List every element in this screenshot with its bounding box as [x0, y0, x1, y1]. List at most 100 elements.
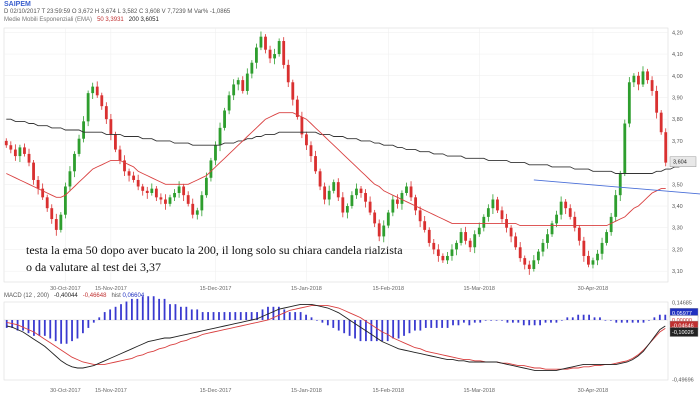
macd-hist-bar	[33, 320, 35, 336]
macd-hist-bar	[381, 320, 384, 342]
candle-body	[414, 197, 417, 211]
macd-hist-bar	[190, 309, 193, 320]
macd-label: MACD	[4, 293, 22, 299]
macd-hist-bar	[664, 314, 667, 320]
candle-body	[400, 192, 404, 204]
macd-hist-bar	[337, 320, 340, 331]
candle-body	[605, 232, 609, 243]
macd-x-tick: 30-Oct-2017	[50, 388, 81, 394]
price-y-tick: 3,20	[672, 247, 683, 253]
macd-hist-bar	[174, 304, 177, 320]
candle-body	[659, 112, 663, 133]
candle-body	[32, 162, 35, 180]
macd-hist-bar	[522, 320, 525, 326]
candle-body	[491, 199, 495, 209]
macd-hist-bar	[544, 320, 547, 323]
macd-params: (12 , 200)	[23, 293, 50, 299]
macd-hist-bar	[125, 301, 128, 320]
candle-body	[164, 199, 167, 204]
macd-hist-bar	[131, 298, 133, 320]
candle-body	[118, 149, 122, 161]
candle-body	[655, 90, 659, 113]
macd-hist-bar	[158, 298, 161, 320]
macd-hist-bar	[152, 296, 155, 320]
macd-hist-bar	[60, 320, 63, 344]
macd-hist-bar	[332, 320, 335, 328]
macd-hist-bar	[566, 317, 569, 320]
ema200-value: 3,6051	[140, 17, 159, 23]
candle-body	[227, 95, 231, 111]
candle-body	[341, 197, 345, 213]
candle-body	[154, 188, 158, 198]
macd-hist-bar	[299, 312, 302, 320]
macd-hist-bar	[441, 320, 444, 328]
macd-x-tick: 15-Nov-2017	[95, 388, 127, 394]
candle-body	[191, 203, 195, 215]
candle-body	[277, 41, 281, 55]
macd-hist-bar	[501, 320, 503, 321]
candle-body	[464, 232, 468, 241]
macd-hist-bar	[468, 320, 471, 326]
candle-body	[9, 145, 13, 150]
candle-body	[609, 216, 613, 233]
candle-body	[295, 99, 299, 118]
candle-body	[477, 227, 481, 235]
price-y-tick: 4,20	[672, 30, 683, 36]
candle-body	[264, 36, 267, 50]
candle-body	[95, 86, 99, 96]
macd-hist-bar	[479, 320, 482, 323]
candle-body	[86, 93, 90, 122]
macd-hist-bar	[82, 320, 84, 334]
candle-body	[614, 195, 618, 217]
macd-hist-bar	[511, 320, 514, 323]
candle-body	[523, 258, 527, 265]
macd-hist-bar	[147, 296, 150, 320]
candle-body	[441, 255, 445, 261]
price-x-tick: 15-Nov-2017	[95, 286, 127, 292]
candle-body	[218, 127, 222, 146]
candle-body	[150, 188, 154, 193]
macd-hist-bar	[637, 320, 639, 323]
macd-hist-bar	[463, 320, 465, 323]
macd-hist-bar	[560, 320, 563, 321]
macd-hist-bar	[550, 320, 552, 323]
price-y-tick: 3,30	[672, 226, 683, 232]
candle-body	[336, 182, 340, 198]
macd-hist-bar	[283, 309, 286, 320]
candle-body	[18, 147, 22, 157]
candle-body	[377, 223, 381, 237]
candle-body	[546, 234, 549, 243]
macd-hist-bar	[316, 320, 318, 321]
macd-hist-bar	[326, 320, 329, 326]
candle-body	[427, 229, 431, 243]
macd-hist-bar	[446, 320, 449, 328]
price-y-tick: 3,90	[672, 95, 683, 101]
macd-hist-bar	[408, 320, 411, 334]
candle-body	[127, 171, 131, 176]
macd-hist-bar	[615, 320, 618, 323]
macd-hist-bar	[49, 320, 52, 339]
macd-x-tick: 15-Jan-2018	[291, 388, 322, 394]
macd-y-tick: -0,49696	[672, 378, 694, 384]
candle-body	[446, 255, 449, 261]
candle-body	[482, 216, 486, 228]
macd-hist-bar	[141, 296, 144, 320]
macd-x-tick: 15-Dec-2017	[200, 388, 232, 394]
macd-hist-bar	[490, 320, 493, 321]
candle-body	[368, 201, 372, 213]
candle-body	[455, 242, 458, 250]
candle-body	[486, 208, 490, 217]
candle-body	[241, 80, 245, 91]
price-x-tick: 15-Mar-2018	[464, 286, 496, 292]
macd-hist-bar	[267, 306, 269, 320]
candle-body	[500, 210, 504, 220]
annotation-line-1: testa la ema 50 dopo aver bucato la 200,…	[26, 243, 403, 257]
macd-hist-bar	[528, 320, 531, 326]
macd-hist-bar	[245, 312, 248, 320]
macd-hist-bar	[403, 320, 405, 336]
candle-body	[114, 134, 117, 150]
candle-body	[314, 156, 317, 172]
macd-hist-bar	[517, 320, 520, 323]
candle-body	[13, 149, 17, 157]
candle-body	[618, 173, 622, 196]
